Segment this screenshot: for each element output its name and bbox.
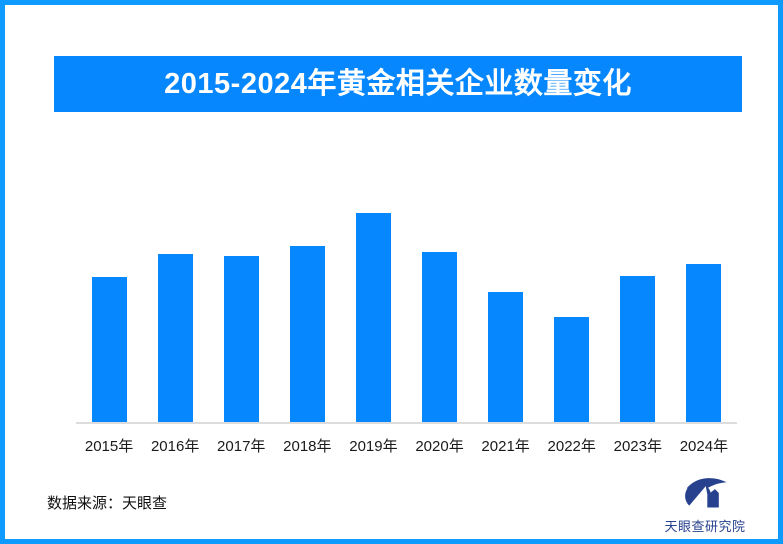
brand-org-name: 天眼查研究院: [664, 519, 746, 534]
bar-cell: [208, 210, 274, 422]
tianyancha-logo-icon: [685, 478, 727, 511]
x-tick-label: 2017年: [217, 438, 266, 455]
bar-2016年: [157, 254, 193, 422]
bar-2018年: [289, 246, 325, 422]
data-source-note: 数据来源：天眼查: [47, 495, 168, 512]
bar-cell: [473, 210, 539, 422]
x-tick-label: 2024年: [679, 438, 729, 455]
bar-cell: [76, 210, 142, 422]
x-tick-label: 2018年: [283, 438, 332, 455]
bar-cell: [605, 210, 671, 422]
chart-title-banner: 2015-2024年黄金相关企业数量变化: [54, 56, 742, 112]
bar-chart: [76, 210, 737, 424]
x-tick-label: 2019年: [349, 438, 398, 455]
bar-2017年: [223, 256, 259, 422]
x-tick-label: 2016年: [150, 438, 200, 455]
brand-block: 天眼查研究院: [660, 475, 750, 535]
bar-2015年: [91, 277, 127, 422]
bar-cell: [274, 210, 340, 422]
bar-cell: [406, 210, 472, 422]
x-tick-label: 2015年: [84, 438, 134, 455]
bar-2019年: [355, 213, 391, 422]
x-axis-labels: 2015年 2016年 2017年 2018年 2019年 2020年 2021年 2022年…: [76, 435, 737, 456]
x-tick-label: 2022年: [547, 438, 596, 455]
bar-cell: [340, 210, 406, 422]
bar-2023年: [620, 276, 656, 422]
bar-cell: [539, 210, 605, 422]
bar-2022年: [554, 317, 590, 422]
bar-2021年: [488, 292, 524, 422]
bar-cell: [671, 210, 737, 422]
bar-2024年: [686, 264, 722, 422]
x-tick-label: 2023年: [613, 438, 662, 455]
x-tick-label: 2020年: [415, 438, 464, 455]
x-tick-label: 2021年: [481, 438, 530, 455]
bar-2020年: [422, 252, 458, 422]
bar-cell: [142, 210, 208, 422]
